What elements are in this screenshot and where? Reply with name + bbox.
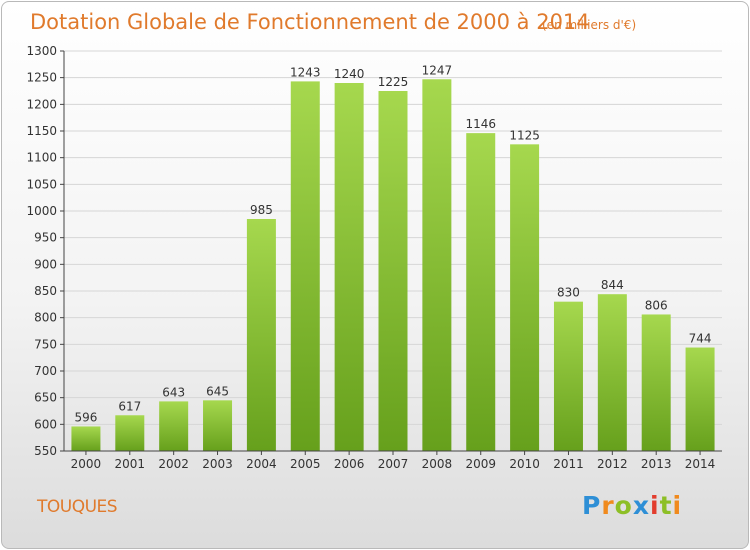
data-label-2014: 744 (689, 332, 712, 346)
bar-2011 (553, 301, 583, 451)
y-tick-label: 750 (34, 337, 57, 351)
x-tick-label: 2006 (334, 457, 365, 471)
bar-2008 (422, 79, 452, 452)
logo-letter: P (582, 491, 602, 520)
bar-2010 (510, 144, 540, 452)
x-tick-label: 2007 (378, 457, 409, 471)
bar-2002 (159, 401, 189, 451)
y-tick-label: 950 (34, 231, 57, 245)
bar-2007 (378, 91, 408, 451)
y-tick-label: 900 (34, 257, 57, 271)
logo-letter: r (601, 491, 615, 520)
y-tick-label: 1100 (26, 151, 57, 165)
bar-2014 (685, 347, 715, 451)
logo-letter: t (659, 491, 673, 520)
data-label-2004: 985 (250, 203, 273, 217)
bars (71, 79, 715, 452)
bar-2009 (466, 133, 496, 451)
proxiti-logo: Proxiti (582, 491, 682, 520)
chart-title: Dotation Globale de Fonctionnement de 20… (30, 10, 590, 34)
bar-2001 (115, 415, 145, 451)
y-tick-label: 700 (34, 364, 57, 378)
x-tick-label: 2010 (509, 457, 540, 471)
logo-letter: o (614, 491, 633, 520)
x-tick-label: 2002 (158, 457, 189, 471)
data-label-2003: 645 (206, 384, 229, 398)
y-tick-label: 1050 (26, 177, 57, 191)
y-tick-label: 550 (34, 444, 57, 458)
y-tick-label: 650 (34, 391, 57, 405)
data-label-2007: 1225 (378, 75, 409, 89)
data-label-2006: 1240 (334, 67, 365, 81)
x-tick-label: 2001 (115, 457, 146, 471)
x-tick-label: 2009 (465, 457, 496, 471)
data-label-2002: 643 (162, 385, 185, 399)
y-tick-label: 1200 (26, 97, 57, 111)
x-tick-label: 2005 (290, 457, 321, 471)
y-tick-label: 1250 (26, 71, 57, 85)
data-label-2012: 844 (601, 278, 624, 292)
bar-2012 (597, 294, 627, 451)
commune-name: TOUQUES (37, 497, 118, 517)
logo-letter: x (632, 491, 650, 520)
data-label-2011: 830 (557, 286, 580, 300)
bar-2000 (71, 426, 101, 451)
data-label-2010: 1125 (509, 128, 540, 142)
x-tick-label: 2004 (246, 457, 277, 471)
x-tick-label: 2014 (685, 457, 716, 471)
y-tick-label: 850 (34, 284, 57, 298)
data-label-2005: 1243 (290, 65, 321, 79)
y-tick-label: 1000 (26, 204, 57, 218)
data-labels: 596 617 643 645 985 1243 1240 1225 1247 1146 1125 8… (74, 63, 711, 424)
y-tick-label: 800 (34, 311, 57, 325)
y-tick-label: 1150 (26, 124, 57, 138)
logo-letter: i (672, 491, 683, 520)
x-tick-label: 2013 (641, 457, 672, 471)
data-label-2008: 1247 (422, 63, 453, 77)
y-tick-label: 1300 (26, 44, 57, 58)
y-tick-label: 600 (34, 417, 57, 431)
data-label-2001: 617 (118, 399, 141, 413)
data-label-2009: 1146 (465, 117, 496, 131)
x-tick-label: 2003 (202, 457, 233, 471)
bar-2006 (334, 83, 364, 451)
bar-2003 (203, 400, 233, 451)
x-tick-label: 2012 (597, 457, 628, 471)
x-tick-label: 2000 (71, 457, 102, 471)
data-label-2013: 806 (645, 298, 668, 312)
chart-subtitle: (en milliers d'€) (542, 18, 637, 32)
x-tick-label: 2008 (422, 457, 453, 471)
bar-2005 (290, 81, 320, 452)
bar-2013 (641, 314, 671, 451)
bar-2004 (246, 219, 276, 451)
x-tick-label: 2011 (553, 457, 584, 471)
data-label-2000: 596 (74, 410, 97, 424)
axes: 550 600 650 700 750 800 850 900 950 1000 1050 1100 1… (26, 44, 722, 471)
logo-letter: i (650, 491, 660, 520)
